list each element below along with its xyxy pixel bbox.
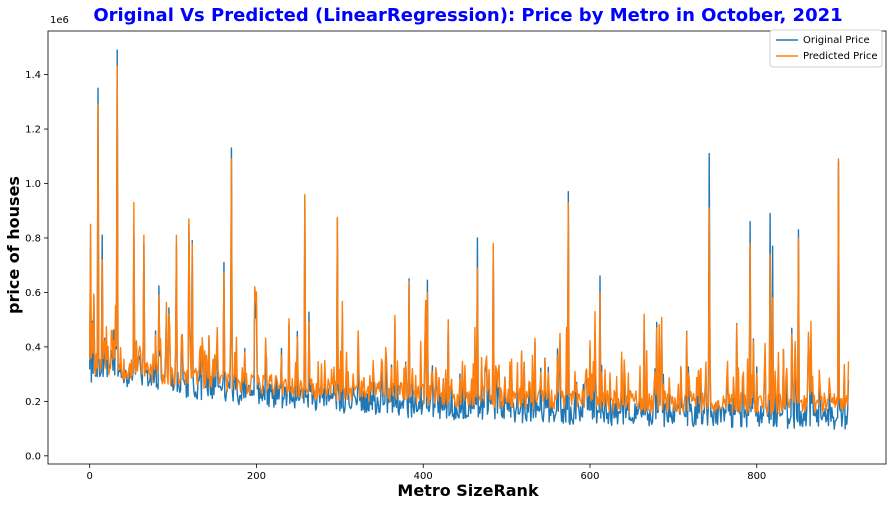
series-layer: [88, 49, 850, 430]
legend-label-predicted: Predicted Price: [803, 51, 878, 62]
plot-frame: [47, 30, 887, 465]
legend: Original Price Predicted Price: [769, 29, 883, 68]
y-tick-label: 1.2: [25, 125, 41, 136]
y-tick-label: 0.4: [25, 342, 41, 353]
y-tick-label: 0.2: [25, 397, 41, 408]
y-offset-label: 1e6: [50, 15, 69, 26]
x-tick-label: 600: [580, 471, 599, 482]
chart-title: Original Vs Predicted (LinearRegression)…: [93, 5, 842, 26]
y-tick-label: 0.0: [25, 451, 41, 462]
x-axis-ticks: 0 200 400 600 800: [87, 464, 766, 482]
y-tick-label: 1.4: [25, 70, 41, 81]
series-line-predicted-price: [88, 65, 850, 415]
legend-label-original: Original Price: [803, 35, 870, 46]
x-tick-label: 200: [247, 471, 266, 482]
x-tick-label: 800: [747, 471, 766, 482]
y-tick-label: 1.0: [25, 179, 41, 190]
y-axis-ticks: 0.0 0.2 0.4 0.6 0.8 1.0 1.2 1.4: [25, 70, 48, 462]
x-tick-label: 0: [87, 471, 93, 482]
x-tick-label: 400: [414, 471, 433, 482]
y-axis-label: price of houses: [4, 176, 23, 314]
x-axis-label: Metro SizeRank: [397, 481, 539, 500]
y-tick-label: 0.6: [25, 288, 41, 299]
y-tick-label: 0.8: [25, 233, 41, 244]
